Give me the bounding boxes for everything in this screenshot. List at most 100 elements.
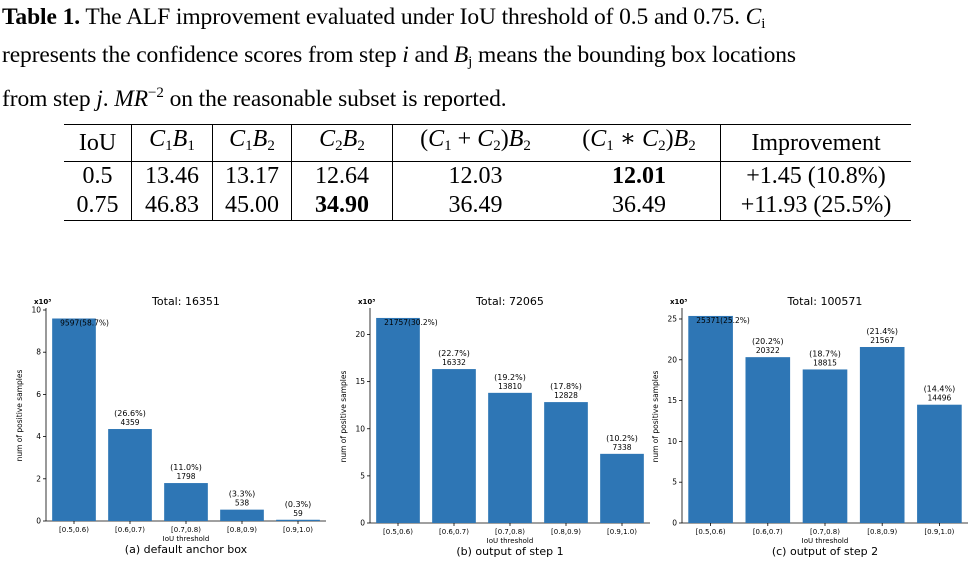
y-tick-label: 0 — [36, 517, 41, 526]
cell-c2b2: 12.64 — [291, 161, 393, 191]
data-label: 14496 — [927, 394, 951, 403]
bar — [688, 315, 733, 523]
percent-label: (3.3%) — [229, 490, 256, 499]
x-tick-label: [0.7,0.8) — [171, 526, 201, 534]
bar — [276, 519, 320, 521]
data-label: 25371(25.2%) — [696, 316, 750, 325]
data-label: 16332 — [442, 358, 466, 367]
table-caption: Table 1. The ALF improvement evaluated u… — [2, 2, 974, 115]
table-row: 0.5 13.46 13.17 12.64 12.03 12.01 +1.45 … — [64, 161, 911, 191]
results-table: IoU C1B1 C1B2 C2B2 (C1 + C2)B2 (C1 ∗ C2)… — [64, 124, 911, 221]
header-c1b1: C1B1 — [131, 124, 213, 162]
chart-title: Total: 100571 — [787, 295, 863, 308]
bar-chart-step-2: Total: 100571 x10³ 0 5 10 15 20 25 num of positi… — [651, 295, 968, 558]
y-tick-label: 6 — [36, 390, 41, 399]
cell-c2b2: 34.90 — [291, 191, 393, 221]
bar — [108, 429, 152, 521]
table-row: 0.75 46.83 45.00 34.90 36.49 36.49 +11.9… — [64, 191, 911, 221]
y-tick-label: 15 — [355, 377, 365, 386]
data-label: 12828 — [554, 391, 578, 400]
percent-label: (21.4%) — [866, 327, 898, 336]
y-multiplier: x10³ — [34, 298, 51, 306]
header-prod: (C1 ∗ C2)B2 — [582, 126, 696, 154]
y-tick-label: 25 — [667, 314, 677, 323]
cell-c1b1: 46.83 — [131, 191, 213, 221]
y-axis-label: num of positive samples — [651, 371, 660, 463]
cell-improvement: +11.93 (25.5%) — [720, 191, 911, 221]
bar — [745, 357, 791, 523]
x-tick-label: [0.6,0.7) — [439, 528, 469, 536]
bar — [52, 318, 96, 521]
bar — [488, 392, 532, 523]
cell-sum: 12.03 — [392, 161, 558, 191]
cell-c1b2: 13.17 — [212, 161, 292, 191]
y-tick-label: 0 — [360, 519, 365, 528]
bar — [859, 346, 905, 523]
bar-chart-default-anchor: Total: 16351 x10³ 0 2 4 6 8 10 num of positive s… — [15, 295, 326, 556]
y-tick-label: 5 — [672, 478, 677, 487]
header-iou: IoU — [78, 129, 117, 156]
cell-sum: 36.49 — [392, 191, 558, 221]
y-axis-label: num of positive samples — [339, 371, 348, 463]
chart-title: Total: 72065 — [475, 295, 544, 308]
table-header-row: IoU C1B1 C1B2 C2B2 (C1 + C2)B2 (C1 ∗ C2)… — [64, 124, 911, 162]
x-tick-label: [0.7,0.8) — [495, 528, 525, 536]
x-tick-label: [0.6,0.7) — [115, 526, 145, 534]
y-tick-label: 4 — [36, 432, 41, 441]
data-label: 4359 — [120, 418, 139, 427]
cell-c1b2: 45.00 — [212, 191, 292, 221]
data-label: 21567 — [870, 336, 894, 345]
data-label: 538 — [235, 499, 250, 508]
bar — [376, 317, 420, 523]
data-label: 21757(30.2%) — [384, 318, 438, 327]
x-axis-label: IoU threshold — [163, 535, 210, 543]
cell-c1b1: 13.46 — [131, 161, 213, 191]
bar-chart-step-1: Total: 72065 x10³ 0 5 10 15 20 num of positive … — [339, 295, 650, 558]
x-tick-label: [0.5,0.6) — [59, 526, 89, 534]
caption-line-1: Table 1. The ALF improvement evaluated u… — [2, 4, 766, 32]
y-tick-label: 0 — [672, 519, 677, 528]
percent-label: (20.2%) — [752, 337, 784, 346]
cell-prod: 12.01 — [612, 163, 666, 189]
x-tick-label: [0.5,0.6) — [383, 528, 413, 536]
x-tick-label: [0.8,0.9) — [551, 528, 581, 536]
data-label: 1798 — [176, 472, 195, 481]
bar — [432, 369, 476, 523]
x-tick-label: [0.8,0.9) — [867, 528, 897, 536]
x-axis-label: IoU threshold — [802, 537, 849, 545]
y-tick-label: 20 — [355, 330, 365, 339]
data-label: 59 — [293, 509, 303, 518]
percent-label: (22.7%) — [438, 349, 470, 358]
x-tick-label: [0.6,0.7) — [753, 528, 783, 536]
x-tick-label: [0.9,1.0) — [283, 526, 313, 534]
y-tick-label: 10 — [667, 437, 677, 446]
cell-improvement: +1.45 (10.8%) — [720, 161, 911, 191]
data-label: 20322 — [756, 346, 780, 355]
y-multiplier: x10³ — [670, 298, 687, 306]
bar — [544, 402, 588, 523]
x-axis-label: IoU threshold — [487, 537, 534, 545]
percent-label: (0.3%) — [285, 500, 312, 509]
data-label: 7338 — [612, 443, 631, 452]
percent-label: (18.7%) — [809, 349, 841, 358]
caption-line-3: from step j. MR−2 on the reasonable subs… — [2, 85, 507, 112]
percent-label: (26.6%) — [114, 409, 146, 418]
percent-label: (19.2%) — [494, 373, 526, 382]
header-improvement: Improvement — [720, 124, 911, 162]
chart-subtitle: (a) default anchor box — [125, 543, 248, 556]
percent-label: (14.4%) — [924, 385, 956, 394]
bar — [917, 404, 962, 523]
caption-line-2: represents the confidence scores from st… — [2, 42, 796, 70]
header-sum: (C1 + C2)B2 — [392, 124, 558, 162]
bar — [220, 509, 264, 521]
y-tick-label: 5 — [360, 471, 365, 480]
x-tick-label: [0.8,0.9) — [227, 526, 257, 534]
y-tick-label: 10 — [355, 424, 365, 433]
x-tick-label: [0.5,0.6) — [696, 528, 726, 536]
percent-label: (11.0%) — [170, 463, 202, 472]
x-tick-label: [0.9,1.0) — [924, 528, 954, 536]
y-tick-label: 8 — [36, 348, 41, 357]
chart-subtitle: (b) output of step 1 — [456, 545, 563, 558]
y-tick-label: 15 — [667, 396, 677, 405]
x-tick-label: [0.7,0.8) — [810, 528, 840, 536]
